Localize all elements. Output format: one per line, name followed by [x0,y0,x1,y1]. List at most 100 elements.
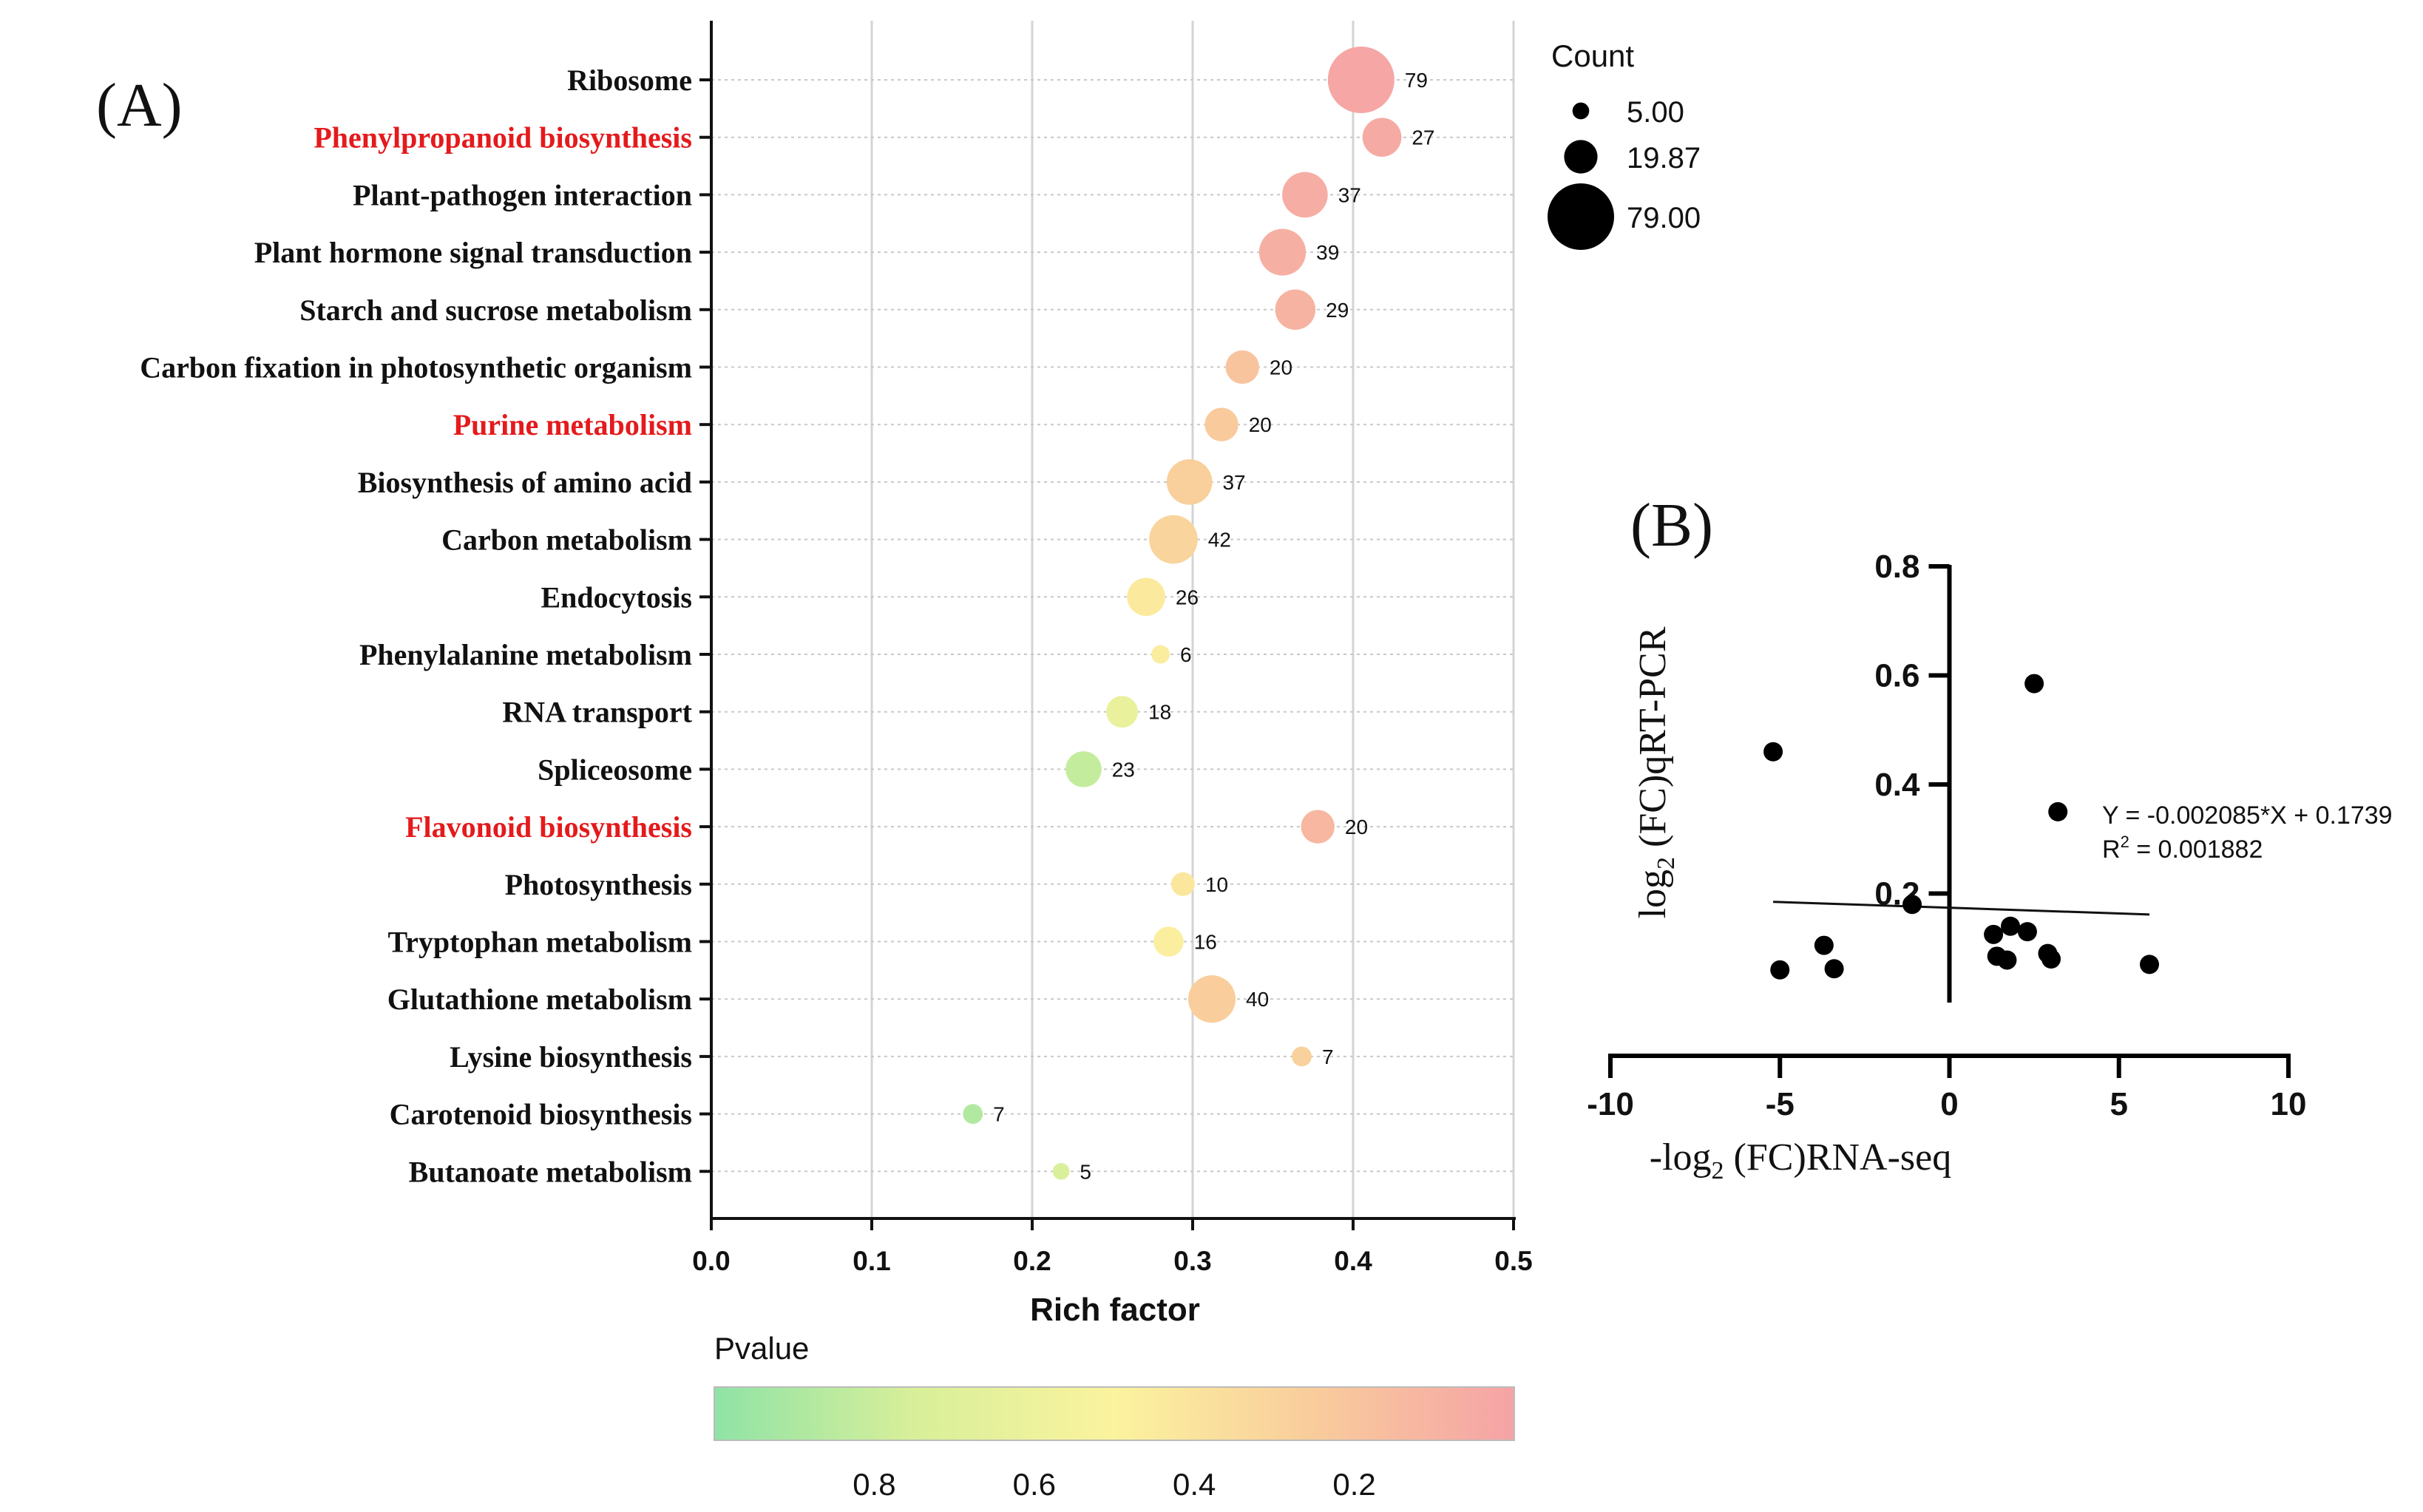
count-label: 20 [1270,356,1292,379]
bubble [1151,645,1170,664]
color-legend-ticks: 0.8 0.6 0.4 0.2 [853,1467,1376,1502]
color-legend-tick-label: 0.2 [1332,1467,1375,1502]
count-label: 18 [1148,701,1171,724]
x-tick-label: 0.4 [1334,1246,1372,1276]
panel-b-y-ticks: 0.20.40.60.8 [1874,549,1950,912]
x-tick-label: 0.3 [1173,1246,1211,1276]
pathway-label: Flavonoid biosynthesis [405,810,692,844]
count-label: 10 [1205,873,1228,896]
data-point [2001,916,2021,936]
panel-b-y-axis-title: log2 (FC)qRT-PCR [1632,626,1680,918]
x-tick-label: 0.0 [692,1246,730,1276]
panel-a-gridlines [711,21,1515,1217]
count-label: 37 [1338,183,1361,206]
data-point [1902,895,1922,915]
bubble [1292,1046,1312,1067]
panel-b-x-tick-label: 5 [2110,1086,2128,1122]
panel-b-x-tick-label: 10 [2271,1086,2307,1122]
panel-b-scatter-chart: (B) -10 -5 0 5 10 0.20.40.60.8 Y = -0.002085… [1587,491,2392,1184]
count-label: 20 [1249,413,1272,436]
bubble [1225,350,1259,384]
size-legend-label: 5.00 [1627,96,1684,129]
bubble [1065,751,1102,787]
count-label: 79 [1405,69,1428,92]
count-size-legend: Count 5.00 19.87 79.00 [1548,38,1701,250]
x-tick-label: 0.5 [1494,1246,1532,1276]
pathway-label: Biosynthesis of amino acid [358,466,692,499]
color-legend-title: Pvalue [714,1331,809,1366]
data-point [2024,674,2044,694]
data-point [1763,742,1783,762]
bubble [1149,515,1198,564]
data-point [1824,959,1844,979]
color-legend-tick-label: 0.8 [853,1467,895,1502]
pathway-label: Lysine biosynthesis [450,1040,692,1074]
pathway-label: Phenylpropanoid biosynthesis [314,121,692,155]
pathway-label: Carbon metabolism [441,523,692,557]
bubble [1258,228,1307,276]
count-label: 27 [1412,126,1434,149]
size-legend-items: 5.00 19.87 79.00 [1548,96,1701,250]
count-label: 7 [993,1103,1005,1126]
panel-a-bubbles [963,47,1402,1180]
pvalue-color-legend: Pvalue 0.8 0.6 0.4 0.2 [714,1331,1515,1502]
bubble [1188,975,1236,1023]
count-label: 37 [1222,471,1245,494]
panel-a-axes [710,21,1516,1220]
panel-b-x-ticks: -10 -5 0 5 10 [1587,1056,2306,1122]
bubble [1301,810,1335,844]
pathway-label: Ribosome [567,64,692,97]
panel-b-y-tick-label: 0.6 [1874,658,1919,694]
bubble [1127,577,1165,617]
data-point [1770,960,1790,980]
pvalue-color-bar [714,1386,1515,1441]
size-legend-title: Count [1551,38,1634,73]
panel-a-label: (A) [96,71,183,140]
panel-b-points [1763,674,2160,980]
pathway-label: Plant-pathogen interaction [353,178,692,211]
pathway-label: Purine metabolism [453,408,692,441]
data-point [1814,935,1834,955]
panel-b-x-tick-label: -5 [1766,1086,1795,1122]
regression-line [1773,901,2150,916]
bubble [1166,459,1213,505]
bubble [1275,289,1316,330]
size-legend-label: 19.87 [1627,142,1701,174]
data-point [2041,949,2061,969]
panel-b-label: (B) [1630,491,1713,560]
color-legend-tick-label: 0.6 [1013,1467,1056,1502]
bubble [1282,172,1328,218]
pathway-label: RNA transport [502,696,692,729]
size-legend-circle [1572,102,1590,120]
panel-a-x-axis-title: Rich factor [1030,1292,1200,1328]
data-point [1984,924,2004,944]
pathway-label: Tryptophan metabolism [387,926,692,959]
panel-b-fit-line [1773,901,2150,916]
pathway-label: Endocytosis [541,580,693,614]
count-label: 5 [1080,1160,1091,1183]
pathway-label: Phenylalanine metabolism [359,638,692,671]
color-legend-tick-label: 0.4 [1173,1467,1216,1502]
bubble [1052,1162,1070,1180]
bubble [963,1104,983,1124]
pathway-label: Starch and sucrose metabolism [299,294,692,327]
pathway-label: Carbon fixation in photosynthetic organi… [140,351,692,384]
panel-a-count-labels: 79 27 37 39 29 20 20 37 42 26 6 18 23 20 10 16 40 7 7 5 [993,69,1434,1183]
panel-b-x-tick-label: 0 [1940,1086,1958,1122]
panel-a-y-ticks: Ribosome Phenylpropanoid biosynthesis Plan… [140,64,711,1188]
x-tick-label: 0.2 [1013,1246,1051,1276]
count-label: 23 [1112,758,1135,781]
data-point [2140,955,2160,974]
panel-b-y-tick-label: 0.8 [1874,549,1919,585]
bubble [1204,407,1238,441]
data-point [2017,922,2037,942]
size-legend-circle [1548,183,1614,250]
panel-b-x-axis-title: -log2 (FC)RNA-seq [1650,1136,1951,1184]
pathway-label: Butanoate metabolism [409,1155,692,1188]
bubble [1153,926,1184,957]
r-squared-label: R2 = 0.001882 [2102,833,2263,864]
data-point [2048,801,2068,821]
pathway-label: Photosynthesis [505,868,692,901]
bubble [1106,696,1138,728]
